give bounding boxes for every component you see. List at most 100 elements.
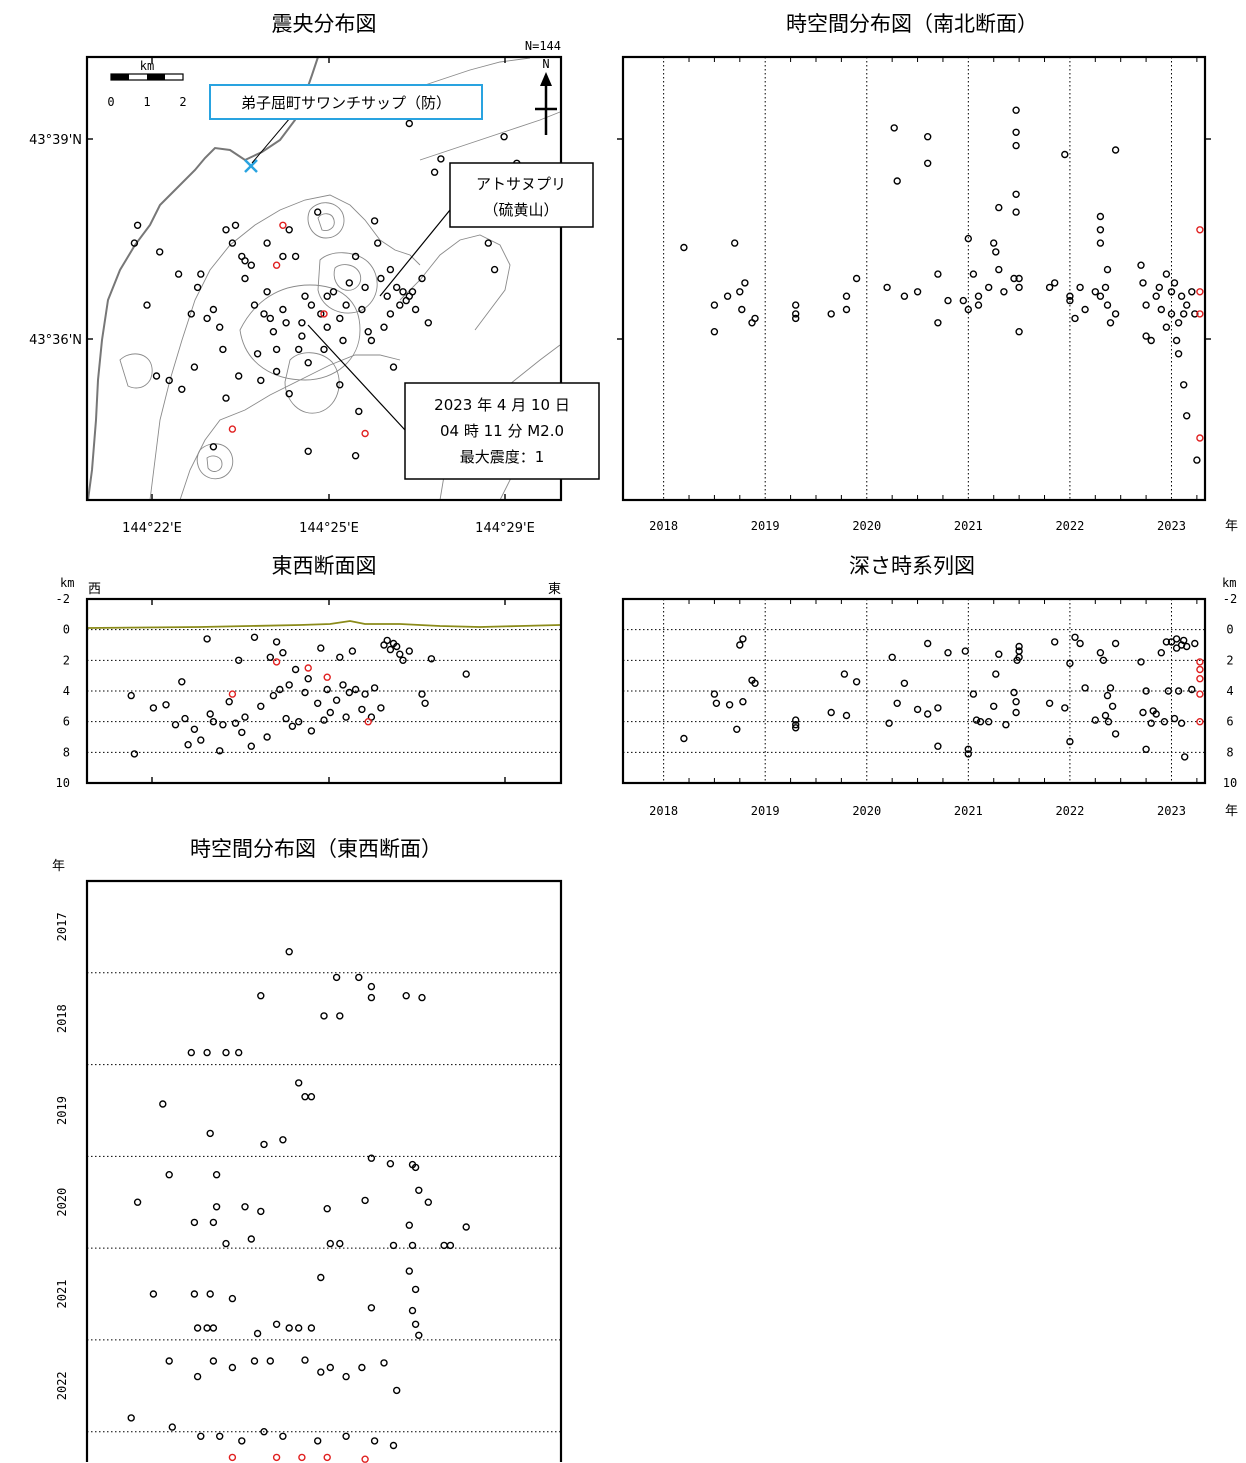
ewt-y-unit: 年 — [52, 859, 65, 874]
recent-event-point — [364, 718, 372, 726]
event-point — [304, 675, 312, 683]
event-point — [959, 296, 967, 305]
event-point — [1147, 719, 1155, 727]
scale-tick-0: 0 — [107, 95, 114, 109]
event-point — [1152, 292, 1160, 300]
event-point — [190, 363, 199, 371]
event-point — [149, 1290, 158, 1298]
event-point — [992, 670, 1000, 678]
event-point — [924, 639, 932, 648]
event-point — [329, 288, 338, 296]
event-point — [1012, 141, 1020, 150]
depth-tick-label: 2 — [63, 653, 70, 667]
year-tick-label: 2022 — [1055, 519, 1084, 533]
event-point — [298, 332, 306, 340]
event-point — [193, 1324, 202, 1332]
event-label-line-3: 最大震度：1 — [460, 448, 545, 466]
epicenter-map-panel: 震央分布図 N=144 km — [29, 12, 600, 536]
event-point — [418, 274, 426, 283]
event-point — [1096, 292, 1105, 300]
event-point — [355, 973, 363, 982]
event-point — [1010, 688, 1018, 697]
recent-event-point — [304, 664, 312, 672]
recent-event-point — [228, 690, 237, 698]
event-point — [250, 301, 259, 309]
north-label: N — [542, 57, 549, 71]
event-point — [1103, 691, 1112, 700]
event-point — [317, 644, 325, 652]
event-point — [680, 734, 688, 743]
event-point — [355, 407, 363, 416]
event-point — [276, 685, 284, 694]
event-point — [323, 292, 331, 300]
event-point — [234, 656, 243, 664]
event-point — [913, 288, 922, 296]
event-point — [1142, 332, 1150, 340]
event-point — [367, 1154, 376, 1162]
ns-x-ticks: 2018 2019 2020 2021 2022 2023 — [649, 519, 1186, 533]
event-point — [885, 719, 893, 727]
event-point — [323, 323, 331, 331]
event-point — [377, 274, 385, 283]
event-point — [272, 367, 281, 376]
event-point — [184, 741, 192, 749]
event-point — [1177, 292, 1186, 300]
event-point — [389, 363, 398, 371]
event-point — [725, 701, 734, 709]
recent-event-point — [323, 1453, 331, 1462]
event-point — [1142, 301, 1150, 309]
year-tick-label: 2020 — [852, 804, 881, 818]
event-point — [418, 690, 426, 698]
event-point — [402, 992, 410, 1000]
event-point — [152, 372, 161, 380]
event-point — [411, 1285, 420, 1294]
event-point — [174, 270, 183, 278]
event-point — [279, 1432, 287, 1441]
event-point — [228, 239, 237, 247]
event-point — [924, 710, 932, 718]
event-point — [171, 721, 180, 729]
year-tick-label: 2022 — [1055, 804, 1084, 818]
volcano-label-line-2: （硫黄山） — [483, 201, 558, 219]
event-point — [1170, 714, 1179, 723]
event-point — [241, 713, 249, 721]
event-point — [437, 155, 445, 163]
event-point — [323, 1204, 331, 1213]
event-point — [995, 650, 1003, 658]
event-point — [934, 270, 942, 278]
recent-event-point — [1196, 665, 1204, 674]
event-point — [1172, 336, 1181, 345]
event-point — [1081, 305, 1089, 314]
event-point — [386, 645, 395, 654]
recent-event-point — [1196, 434, 1204, 442]
event-point — [424, 1198, 432, 1206]
year-tick-label: 2019 — [55, 1096, 69, 1125]
event-point — [301, 292, 309, 300]
depth-tick-label: 0 — [63, 623, 70, 637]
event-point — [990, 239, 998, 247]
event-point — [336, 653, 344, 661]
recent-event-point — [272, 261, 281, 269]
depth-tick-label: 4 — [63, 684, 70, 698]
event-point — [370, 217, 379, 225]
ew-events — [127, 599, 506, 783]
ew-section-frame — [85, 597, 563, 785]
event-point — [358, 305, 366, 314]
event-point — [383, 636, 391, 645]
ew-timespace-title: 時空間分布図（東西断面） — [190, 837, 442, 861]
lat-label-1: 43°39'N — [29, 133, 82, 148]
ewt-y-ticks: 2017201820192020202120222023 — [55, 912, 69, 1400]
event-point — [944, 649, 952, 657]
event-point — [206, 1290, 214, 1298]
event-point — [336, 1239, 344, 1248]
recent-event-point — [1196, 690, 1204, 698]
year-tick-label: 2018 — [649, 519, 678, 533]
depth-time-frame — [621, 597, 1207, 785]
event-point — [272, 1320, 281, 1329]
event-point — [712, 699, 721, 707]
event-point — [149, 704, 158, 712]
event-point — [320, 1012, 328, 1020]
year-tick-label: 2018 — [649, 804, 678, 818]
event-point — [462, 1223, 470, 1231]
event-point — [1182, 642, 1191, 651]
